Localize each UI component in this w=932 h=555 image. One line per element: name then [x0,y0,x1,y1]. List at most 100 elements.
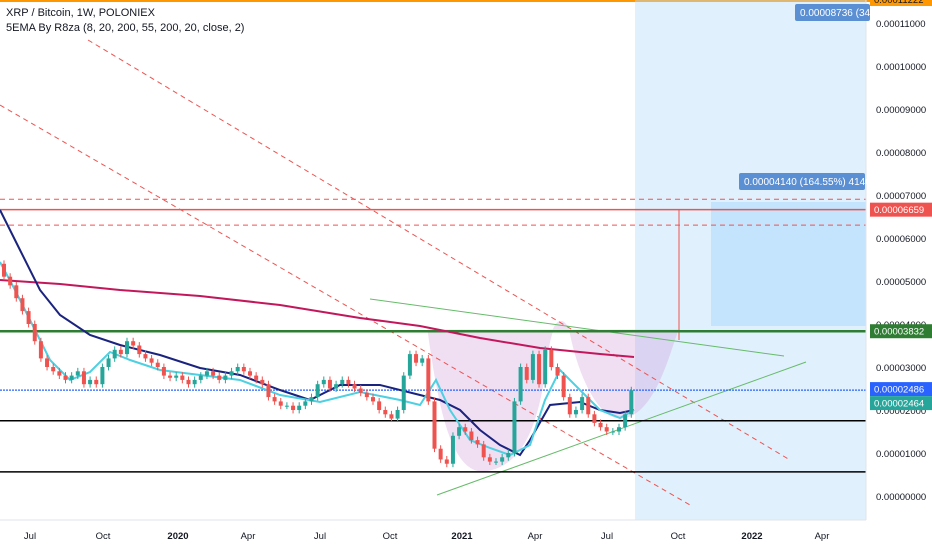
candle-body [573,410,578,415]
candle-body [38,341,43,359]
candle-body [426,358,431,402]
y-tick-label: 0.00000000 [876,492,926,503]
candle-body [617,427,621,432]
candle-body [254,375,259,380]
candle-body [272,397,277,402]
candle-body [106,358,111,367]
x-tick-label: Oct [383,531,398,542]
candle-body [604,427,609,432]
candle-body [2,263,6,277]
candle-body [475,440,480,445]
candle-body [537,354,542,385]
candle-body [438,448,443,460]
candle-body [352,384,357,389]
candle-body [174,375,179,378]
candle-body [94,379,99,385]
candle-body [278,401,283,406]
candle-body [487,457,492,462]
measure-badge [739,173,865,190]
candle-body [364,392,369,398]
candle-body [334,384,339,389]
candle-body [241,367,246,372]
candle-body [309,397,314,402]
candle-body [266,384,271,398]
dashed-trendline-2 [87,39,791,461]
candle-body [358,388,363,393]
resistance-price-label: 0.00003832 [874,327,924,338]
x-tick-label: Apr [815,531,830,542]
candle-body [444,459,449,464]
candle-body [155,362,160,367]
y-tick-label: 0.00008000 [876,148,926,159]
y-tick-label: 0.00002000 [876,406,926,417]
candle-body [327,379,332,389]
candle-body [192,379,197,385]
candle-body [469,431,474,441]
candle-body [88,379,93,385]
candle-body [143,354,148,359]
candle-body [561,375,566,398]
top-measure-badge [795,4,870,21]
cut-price-label: 0.00011222 [874,0,924,6]
candle-body [248,371,252,376]
target-price-label: 0.00006659 [874,205,924,216]
candle-body [598,422,603,428]
candle-body [63,375,68,380]
x-tick-label: Jul [314,531,326,542]
candles [2,260,634,468]
candle-body [567,397,572,415]
target-price-badge [870,202,932,217]
x-tick-label: Jul [601,531,613,542]
target-zone [711,202,866,326]
y-tick-label: 0.00006000 [876,234,926,245]
candle-body [524,367,529,380]
candle-body [8,276,13,286]
candle-body [420,358,425,363]
ema-55-line [0,209,635,457]
ema-200-line [0,279,635,358]
current-price-label: 0.00002464 [874,399,924,410]
candle-body [81,371,86,385]
candle-body [211,371,216,376]
y-tick-label: 0.00010000 [876,62,926,73]
candle-body [198,375,203,380]
candle-body [592,414,597,423]
y-tick-label: 0.00003000 [876,363,926,374]
candle-body [481,444,486,458]
candle-body [518,367,523,402]
x-tick-label: Apr [241,531,256,542]
candle-body [580,397,585,410]
candle-body [20,298,25,312]
candle-body [26,311,31,324]
candle-body [51,367,56,372]
dashed-trendline-1 [0,104,691,506]
x-tick-label: 2022 [741,531,762,542]
candle-body [457,427,462,436]
candle-body [137,345,142,355]
candle-body [549,349,554,367]
candle-body [118,349,123,355]
candle-body [32,324,37,342]
candle-body [229,371,234,376]
x-tick-label: Apr [528,531,543,542]
candle-body [401,375,406,410]
y-tick-label: 0.00005000 [876,277,926,288]
candle-body [168,375,173,378]
candle-body [377,401,382,410]
candle-body [303,401,308,406]
candle-body [223,375,228,380]
candle-body [14,285,19,299]
blue-price-label: 0.00002486 [874,385,924,396]
candle-body [543,349,548,385]
resistance-price-badge [870,324,932,339]
candle-body [586,397,591,415]
candle-body [371,397,375,402]
y-tick-label: 0.00001000 [876,449,926,460]
candle-body [623,414,628,428]
candle-body [100,367,105,385]
candle-body [149,358,154,363]
candle-body [610,431,615,433]
candle-body [383,410,388,415]
